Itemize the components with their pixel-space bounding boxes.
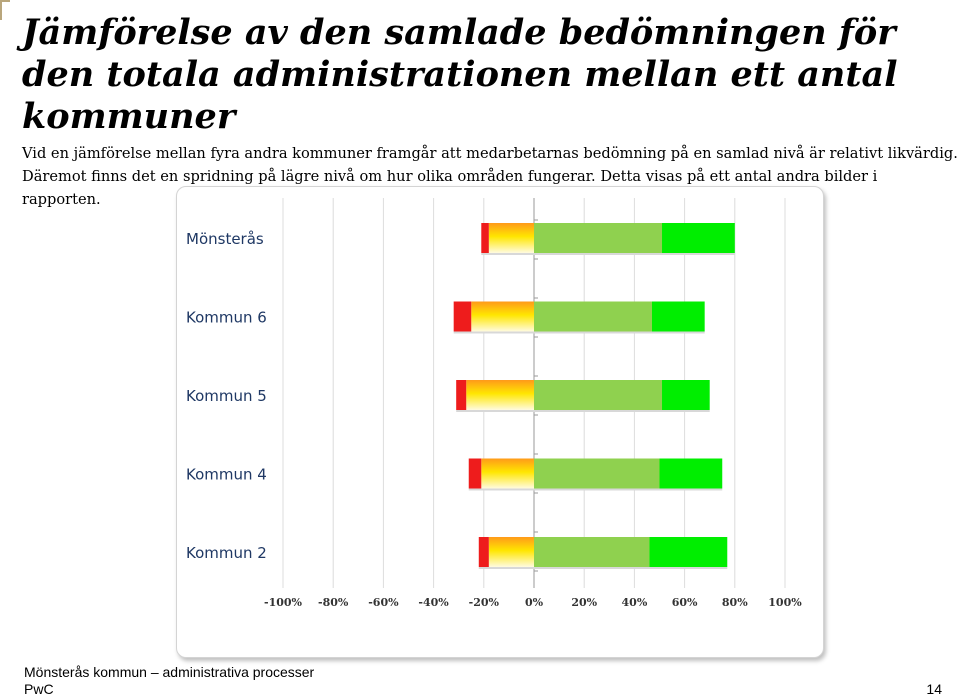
x-tick-label: 80% bbox=[722, 596, 748, 609]
bar-segment bbox=[534, 380, 663, 410]
x-tick-label: 100% bbox=[768, 596, 802, 609]
bar-segment bbox=[488, 537, 534, 567]
x-tick-label: -80% bbox=[318, 596, 349, 609]
bar-segment bbox=[488, 223, 534, 253]
bar-segment bbox=[662, 223, 735, 253]
bar-shadow bbox=[468, 488, 723, 491]
footer-page-number: 14 bbox=[926, 681, 942, 697]
bar-shadow bbox=[453, 331, 705, 334]
x-tick-label: -20% bbox=[469, 596, 500, 609]
x-tick-label: 0% bbox=[525, 596, 544, 609]
page-title: Jämförelse av den samlade bedömningen fö… bbox=[22, 12, 898, 137]
category-label: Mönsterås bbox=[186, 230, 264, 248]
intro-paragraph: Vid en jämförelse mellan fyra andra komm… bbox=[22, 145, 958, 208]
bar-segment bbox=[471, 301, 534, 332]
category-label: Kommun 5 bbox=[186, 387, 267, 405]
x-tick-label: 20% bbox=[571, 596, 597, 609]
bar-segment bbox=[453, 301, 472, 332]
footer-company: PwC bbox=[24, 681, 54, 697]
chart-frame bbox=[176, 186, 824, 658]
x-tick-label: -60% bbox=[368, 596, 399, 609]
bar-segment bbox=[468, 458, 482, 489]
x-tick-label: -100% bbox=[264, 596, 303, 609]
category-label: Kommun 4 bbox=[186, 466, 267, 484]
bar-segment bbox=[534, 301, 652, 332]
bar-segment bbox=[481, 223, 489, 253]
bar-segment bbox=[662, 380, 710, 410]
bar-segment bbox=[456, 380, 467, 410]
corner-decoration bbox=[0, 0, 10, 20]
x-tick-label: -40% bbox=[418, 596, 449, 609]
bar-segment bbox=[651, 301, 705, 332]
category-label: Kommun 6 bbox=[186, 309, 267, 327]
bar-segment bbox=[534, 537, 650, 567]
bar-segment bbox=[534, 458, 660, 489]
comparison-chart: -100% -80% -60% -40% -20% 0% 20% 40% 60% 80% 100% M… bbox=[186, 198, 802, 609]
bar-shadow bbox=[456, 410, 710, 412]
category-label: Kommun 2 bbox=[186, 544, 267, 562]
bar-segment bbox=[659, 458, 723, 489]
bar-segment bbox=[478, 537, 489, 567]
bar-segment bbox=[534, 223, 663, 253]
bar-segment bbox=[649, 537, 728, 567]
bar-segment bbox=[481, 458, 534, 489]
bar-segment bbox=[466, 380, 534, 410]
x-tick-label: 60% bbox=[672, 596, 698, 609]
bar-shadow bbox=[478, 567, 728, 569]
x-tick-label: 40% bbox=[622, 596, 648, 609]
footer-report-name: Mönsterås kommun – administrativa proces… bbox=[24, 664, 315, 680]
bar-shadow bbox=[481, 253, 735, 255]
